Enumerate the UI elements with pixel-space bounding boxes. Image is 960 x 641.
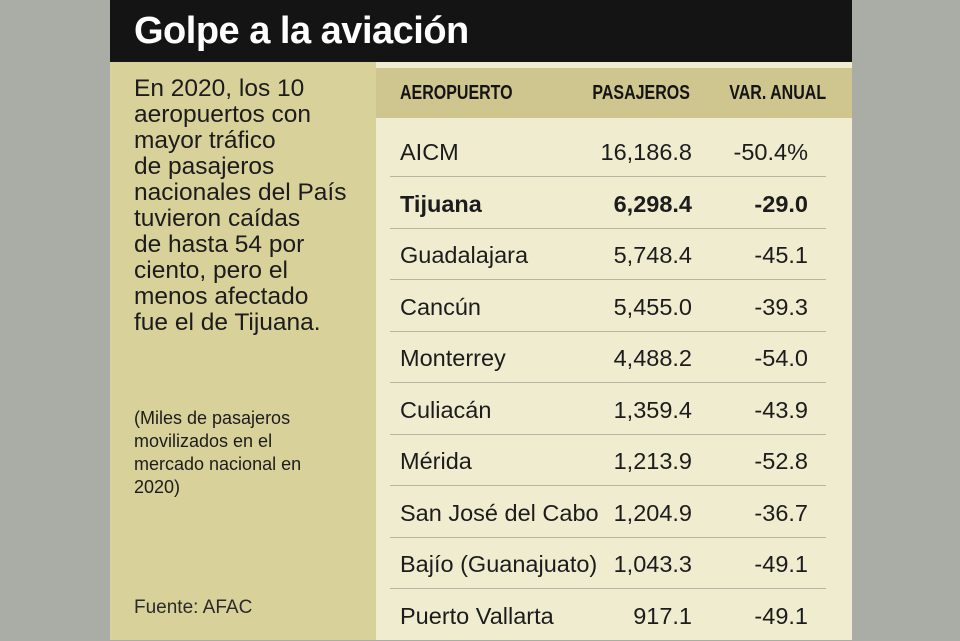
header-annual-change: VAR. ANUAL — [729, 82, 826, 104]
note-line: movilizados en el — [134, 431, 273, 451]
table-panel — [376, 62, 852, 640]
table-header: AEROPUERTO PASAJEROS VAR. ANUAL — [376, 68, 852, 118]
annual-change-value: -36.7 — [754, 499, 808, 526]
row-divider — [390, 279, 826, 280]
annual-change-value: -43.9 — [754, 396, 808, 423]
airport-name: Mérida — [400, 448, 472, 474]
passengers-value: 6,298.4 — [613, 190, 692, 217]
description-text: En 2020, los 10 aeropuertos con mayor tráf… — [134, 76, 370, 336]
table-row: Guadalajara 5,748.4 -45.1 — [390, 229, 826, 280]
description-line: menos afectado — [134, 283, 309, 310]
table-row: AICM 16,186.8 -50.4% — [390, 126, 826, 177]
description-line: mayor tráfico — [134, 127, 276, 154]
description-line: nacionales del País — [134, 179, 347, 206]
passengers-value: 1,043.3 — [613, 551, 692, 577]
description-line: aeropuertos con — [134, 101, 312, 128]
note-line: (Miles de pasajeros — [134, 408, 291, 428]
row-divider — [390, 382, 826, 383]
description-line: tuvieron caídas — [134, 205, 301, 232]
header-passengers: PASAJEROS — [592, 82, 690, 104]
table-row: Puerto Vallarta 917.1 -49.1 — [390, 590, 826, 641]
annual-change-value: -29.0 — [754, 190, 808, 217]
row-divider — [390, 536, 826, 538]
description-line: de hasta 54 por — [134, 231, 305, 258]
source-text: Fuente: AFAC — [134, 597, 253, 618]
annual-change-value: -39.3 — [754, 293, 808, 320]
infographic-title: Golpe a la aviación — [134, 10, 469, 52]
annual-change-value: -49.1 — [754, 602, 808, 629]
header-airport: AEROPUERTO — [400, 82, 513, 104]
passengers-value: 5,455.0 — [613, 293, 692, 320]
row-divider — [390, 485, 826, 486]
passengers-value: 1,213.9 — [613, 448, 692, 474]
airport-name: Puerto Vallarta — [400, 602, 554, 629]
passengers-value: 917.1 — [633, 602, 692, 629]
annual-change-value: -52.8 — [754, 448, 808, 474]
annual-change-value: -49.1 — [754, 551, 808, 577]
table-row: Monterrey 4,488.2 -54.0 — [390, 332, 826, 383]
note-line: mercado nacional en — [134, 454, 302, 474]
airport-name: San José del Cabo — [400, 499, 599, 526]
passengers-value: 16,186.8 — [600, 139, 692, 165]
table-row: Cancún 5,455.0 -39.3 — [390, 281, 826, 332]
table-row: Culiacán 1,359.4 -43.9 — [390, 384, 826, 435]
annual-change-value: -54.0 — [754, 345, 808, 371]
airport-name: Monterrey — [400, 345, 506, 371]
units-note: (Miles de pasajeros movilizados en el merc… — [134, 407, 370, 499]
table-row: Mérida 1,213.9 -52.8 — [390, 435, 826, 486]
airport-name: Bajío (Guanajuato) — [400, 551, 598, 577]
description-line: ciento, pero el — [134, 257, 288, 284]
table-row: San José del Cabo 1,204.9 -36.7 — [390, 487, 826, 538]
title-bar — [110, 0, 852, 62]
row-divider — [390, 176, 826, 177]
airport-name: Cancún — [400, 293, 481, 320]
passengers-value: 4,488.2 — [613, 345, 692, 371]
description-line: En 2020, los 10 — [134, 75, 305, 102]
description-line: fue el de Tijuana. — [134, 309, 321, 336]
table-row: Bajío (Guanajuato) 1,043.3 -49.1 — [390, 538, 826, 589]
left-panel — [110, 62, 376, 640]
row-divider — [390, 433, 826, 435]
description-line: de pasajeros — [134, 153, 275, 180]
passengers-value: 1,204.9 — [613, 499, 692, 526]
airport-name: Tijuana — [400, 190, 482, 217]
airport-name: Culiacán — [400, 396, 492, 423]
airport-name: AICM — [400, 139, 459, 165]
annual-change-value: -50.4% — [733, 139, 808, 165]
annual-change-value: -45.1 — [754, 242, 808, 268]
note-line: 2020) — [134, 477, 181, 497]
airport-name: Guadalajara — [400, 242, 529, 268]
table-row: Tijuana 6,298.4 -29.0 — [390, 178, 826, 229]
row-divider — [390, 227, 826, 229]
passengers-value: 1,359.4 — [613, 396, 692, 423]
row-divider — [390, 330, 826, 332]
row-divider — [390, 588, 826, 589]
passengers-value: 5,748.4 — [613, 242, 692, 268]
